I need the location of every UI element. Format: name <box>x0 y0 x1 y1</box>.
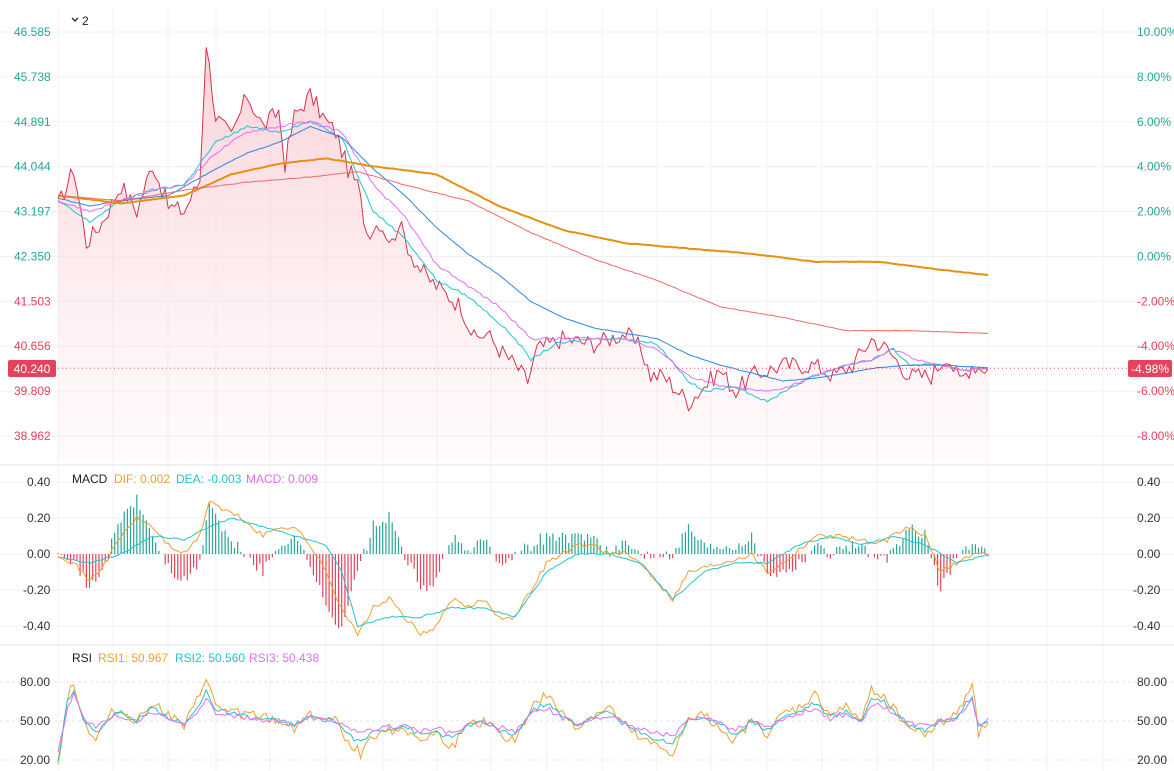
dea-line <box>57 517 989 628</box>
rsi-tick-right: 20.00 <box>1137 753 1167 767</box>
current-price-value: 40.240 <box>14 362 51 376</box>
rsi-tick-left: 20.00 <box>20 753 50 767</box>
price-tick-right: 8.00% <box>1137 70 1171 84</box>
rsi-tick-right: 80.00 <box>1137 675 1167 689</box>
price-tick-right: 4.00% <box>1137 160 1171 174</box>
macd-panel <box>57 494 989 637</box>
price-tick-right: 2.00% <box>1137 205 1171 219</box>
rsi-tick-left: 50.00 <box>20 714 50 728</box>
ma20-line <box>57 125 989 382</box>
rsi-tick-left: 80.00 <box>20 675 50 689</box>
macd-tick-left: 0.20 <box>27 511 51 525</box>
macd-legend: MACD DIF: 0.002 DEA: -0.003 MACD: 0.009 <box>72 472 318 486</box>
price-tick-right: 6.00% <box>1137 115 1171 129</box>
macd-legend-dea: DEA: -0.003 <box>176 472 242 486</box>
price-area <box>58 47 988 460</box>
ma10-line <box>57 121 989 392</box>
macd-legend-macd: MACD: 0.009 <box>246 472 318 486</box>
price-tick-right: 0.00% <box>1137 249 1171 263</box>
dif-line <box>57 501 989 637</box>
chevron-down-icon[interactable] <box>71 17 79 22</box>
macd-tick-right: -0.20 <box>1133 583 1161 597</box>
price-tick-right: 10.00% <box>1137 25 1174 39</box>
current-change-badge-right: -4.98% <box>1128 360 1172 377</box>
rsi1-line <box>57 678 989 765</box>
collapse-toggle[interactable]: 2 <box>71 14 89 28</box>
macd-tick-left: 0.00 <box>27 547 51 561</box>
current-price-badge-left: 40.240 <box>8 360 56 377</box>
macd-tick-right: 0.40 <box>1137 475 1161 489</box>
price-lines <box>57 47 1128 412</box>
price-area-fill <box>58 47 988 460</box>
price-tick-right: -8.00% <box>1137 429 1174 443</box>
macd-tick-right: -0.40 <box>1133 619 1161 633</box>
rsi-tick-right: 50.00 <box>1137 714 1167 728</box>
rsi-panel <box>57 678 989 765</box>
macd-tick-left: -0.40 <box>23 619 51 633</box>
macd-tick-right: 0.00 <box>1137 547 1161 561</box>
macd-legend-dif: DIF: 0.002 <box>114 472 170 486</box>
price-tick-left: 44.044 <box>14 160 51 174</box>
macd-tick-right: 0.20 <box>1137 511 1161 525</box>
price-tick-left: 41.503 <box>14 294 51 308</box>
price-tick-left: 43.197 <box>14 205 51 219</box>
ma60-line <box>57 157 989 276</box>
price-tick-left: 39.809 <box>14 384 51 398</box>
macd-legend-title: MACD <box>72 472 108 486</box>
rsi-legend-rsi1: RSI1: 50.967 <box>98 651 168 665</box>
rsi-legend-rsi3: RSI3: 50.438 <box>249 651 319 665</box>
rsi-legend-title: RSI <box>72 651 92 665</box>
rsi-legend-rsi2: RSI2: 50.560 <box>175 651 245 665</box>
macd-tick-left: 0.40 <box>27 475 51 489</box>
price-tick-left: 46.585 <box>14 25 51 39</box>
price-tick-left: 44.891 <box>14 115 51 129</box>
rsi-legend: RSI RSI1: 50.967 RSI2: 50.560 RSI3: 50.4… <box>72 651 319 665</box>
macd-tick-left: -0.20 <box>23 583 51 597</box>
rsi3-line <box>57 691 989 753</box>
price-tick-right: -2.00% <box>1137 294 1174 308</box>
current-change-value: -4.98% <box>1131 362 1169 376</box>
price-tick-left: 40.656 <box>14 339 51 353</box>
price-tick-right: -4.00% <box>1137 339 1174 353</box>
price-tick-left: 45.738 <box>14 70 51 84</box>
axes: 46.585 45.738 44.891 44.044 43.197 42.350 41.5… <box>14 25 1174 767</box>
ma120-line <box>57 171 989 334</box>
price-tick-left: 38.962 <box>14 429 51 443</box>
price-tick-right: -6.00% <box>1137 384 1174 398</box>
ma5-line <box>57 120 989 403</box>
collapse-count[interactable]: 2 <box>82 14 89 28</box>
price-tick-left: 42.350 <box>14 249 51 263</box>
